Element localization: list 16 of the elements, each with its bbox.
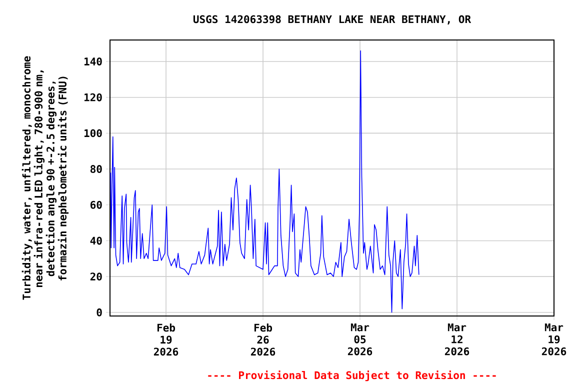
x-tick-label: Mar 19 2026 (542, 323, 566, 356)
y-tick-label: 20 (90, 272, 102, 280)
x-tick-label: Mar 12 2026 (444, 323, 470, 356)
text: ---- Provisional Data Subject to Revision ---- (208, 370, 496, 381)
y-tick-label: 100 (84, 128, 102, 137)
y-tick-label: 0 (96, 308, 102, 316)
y-tick-label: 60 (90, 200, 102, 209)
x-tick-label: Feb 19 2026 (154, 323, 178, 356)
y-tick-label: 80 (90, 164, 102, 173)
y-axis-title: Turbidity, water, unfiltered, monochrome near infra-red LED light, 780-900 nm, detection angle 90 +-2.5 degrees, formazin nephelometric units (FNU) (22, 56, 69, 300)
y-tick-label: 40 (90, 236, 102, 244)
y-tick-label: 140 (84, 57, 102, 66)
x-tick-label: Feb 26 2026 (250, 323, 276, 356)
chart-title: USGS 142063398 BETHANY LAKE NEAR BETHANY, OR (193, 14, 472, 24)
y-tick-label: 120 (84, 93, 102, 102)
x-tick-label: Mar 05 2026 (348, 323, 372, 356)
